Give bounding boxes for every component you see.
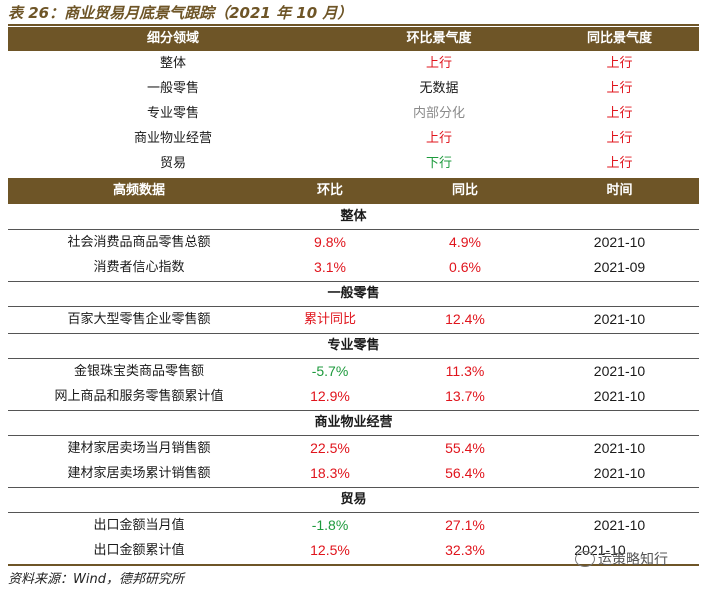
section-title: 一般零售 xyxy=(327,286,380,301)
mom-cell: 22.5% xyxy=(310,440,350,456)
table-row: 整体 上行 上行 xyxy=(8,51,699,76)
mom-cell: 12.9% xyxy=(310,388,350,404)
table-row: 建材家居卖场累计销售额 18.3% 56.4% 2021-10 xyxy=(8,461,699,486)
table-row: 百家大型零售企业零售额 累计同比 12.4% 2021-10 xyxy=(8,307,699,332)
time-cell: 2021-10 xyxy=(593,234,646,250)
section-rule xyxy=(8,229,699,230)
header-yoy: 同比 xyxy=(451,183,478,198)
table-row: 商业物业经营 上行 上行 xyxy=(8,126,699,151)
indicator-cell: 出口金额当月值 xyxy=(93,518,185,533)
mom-cell: 3.1% xyxy=(314,259,346,275)
watermark-text: 运策略知行 xyxy=(598,552,668,568)
table-row: 消费者信心指数 3.1% 0.6% 2021-09 xyxy=(8,255,699,280)
table-row: 一般零售 无数据 上行 xyxy=(8,76,699,101)
time-cell: 2021-10 xyxy=(593,517,646,533)
time-cell: 2021-10 xyxy=(593,363,646,379)
header-yoy-sentiment: 同比景气度 xyxy=(586,31,652,46)
mom-cell: 9.8% xyxy=(314,234,346,250)
header-indicator: 高频数据 xyxy=(112,183,165,198)
indicator-cell: 金银珠宝类商品零售额 xyxy=(73,364,204,379)
mom-cell: 上行 xyxy=(425,56,452,71)
header-time: 时间 xyxy=(606,183,633,198)
mom-cell: 无数据 xyxy=(419,81,459,96)
mom-cell: -5.7% xyxy=(311,363,349,379)
time-cell: 2021-10 xyxy=(593,465,646,481)
section-rule xyxy=(8,333,699,334)
yoy-cell: 上行 xyxy=(606,131,633,146)
header-field: 细分领域 xyxy=(146,31,199,46)
yoy-cell: 12.4% xyxy=(445,311,485,327)
section-rule xyxy=(8,410,699,411)
table-row: 金银珠宝类商品零售额 -5.7% 11.3% 2021-10 xyxy=(8,359,699,384)
table-row: 出口金额累计值 12.5% 32.3% 2021-10 xyxy=(8,538,699,563)
yoy-cell: 上行 xyxy=(606,106,633,121)
indicator-cell: 建材家居卖场当月销售额 xyxy=(67,441,211,456)
yoy-cell: 4.9% xyxy=(449,234,481,250)
mom-cell: 12.5% xyxy=(310,542,350,558)
field-cell: 贸易 xyxy=(159,156,186,171)
indicator-cell: 社会消费品商品零售总额 xyxy=(67,235,211,250)
yoy-cell: 55.4% xyxy=(445,440,485,456)
indicator-cell: 网上商品和服务零售额累计值 xyxy=(54,389,224,404)
yoy-cell: 上行 xyxy=(606,56,633,71)
time-cell: 2021-10 xyxy=(593,440,646,456)
time-cell: 2021-09 xyxy=(593,259,646,275)
section-rule xyxy=(8,487,699,488)
table-row: 网上商品和服务零售额累计值 12.9% 13.7% 2021-10 xyxy=(8,384,699,409)
table-row: 社会消费品商品零售总额 9.8% 4.9% 2021-10 xyxy=(8,230,699,255)
section-rule xyxy=(8,512,699,513)
table-row: 贸易 下行 上行 xyxy=(8,151,699,176)
yoy-cell: 11.3% xyxy=(445,363,485,379)
time-cell: 2021-10 xyxy=(593,388,646,404)
title-rule xyxy=(8,24,699,26)
yoy-cell: 上行 xyxy=(606,156,633,171)
yoy-cell: 0.6% xyxy=(449,259,481,275)
indicator-cell: 建材家居卖场累计销售额 xyxy=(67,466,211,481)
table-bottom-rule xyxy=(8,564,699,566)
time-cell: 2021-10 xyxy=(593,311,646,327)
section-title: 贸易 xyxy=(340,492,367,507)
section-rule xyxy=(8,435,699,436)
table-row: 出口金额当月值 -1.8% 27.1% 2021-10 xyxy=(8,513,699,538)
field-cell: 整体 xyxy=(159,56,186,71)
section-rule xyxy=(8,358,699,359)
table2-header: 高频数据 环比 同比 时间 xyxy=(8,178,699,204)
mom-cell: 上行 xyxy=(425,131,452,146)
yoy-cell: 13.7% xyxy=(445,388,485,404)
indicator-cell: 出口金额累计值 xyxy=(93,543,185,558)
watermark: 运策略知行 xyxy=(575,549,668,569)
section-rule xyxy=(8,281,699,282)
yoy-cell: 56.4% xyxy=(445,465,485,481)
mom-cell: 18.3% xyxy=(310,465,350,481)
mom-cell: 内部分化 xyxy=(412,106,465,121)
header-mom-sentiment: 环比景气度 xyxy=(406,31,472,46)
table-row: 专业零售 内部分化 上行 xyxy=(8,101,699,126)
table1-header: 细分领域 环比景气度 同比景气度 xyxy=(8,27,699,51)
mom-cell: 累计同比 xyxy=(303,312,356,327)
section-rule xyxy=(8,306,699,307)
section-title: 商业物业经营 xyxy=(314,415,393,430)
section-title: 整体 xyxy=(340,209,367,224)
field-cell: 专业零售 xyxy=(146,106,199,121)
indicator-cell: 消费者信心指数 xyxy=(93,260,185,275)
field-cell: 商业物业经营 xyxy=(133,131,212,146)
mom-cell: 下行 xyxy=(425,156,452,171)
source-note: 资料来源：Wind，德邦研究所 xyxy=(8,572,184,587)
yoy-cell: 上行 xyxy=(606,81,633,96)
section-title: 专业零售 xyxy=(327,338,380,353)
yoy-cell: 32.3% xyxy=(445,542,485,558)
field-cell: 一般零售 xyxy=(146,81,199,96)
yoy-cell: 27.1% xyxy=(445,517,485,533)
table-row: 建材家居卖场当月销售额 22.5% 55.4% 2021-10 xyxy=(8,436,699,461)
indicator-cell: 百家大型零售企业零售额 xyxy=(67,312,211,327)
mom-cell: -1.8% xyxy=(311,517,349,533)
table-title: 表 26：商业贸易月底景气跟踪（2021 年 10 月） xyxy=(8,4,353,22)
header-mom: 环比 xyxy=(316,183,343,198)
wechat-icon xyxy=(575,551,595,567)
